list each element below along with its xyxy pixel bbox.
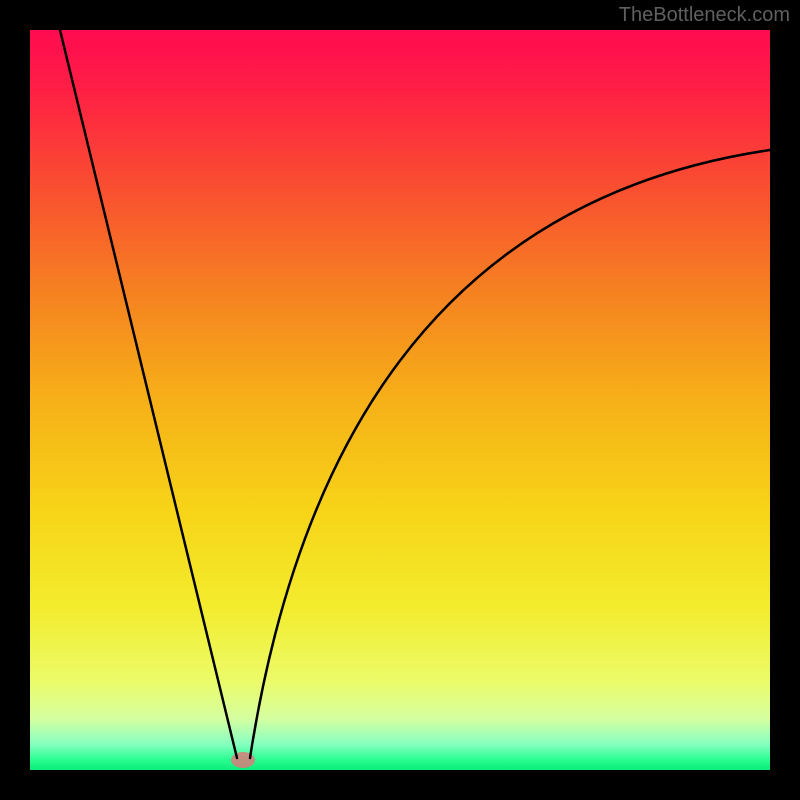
chart-background xyxy=(30,30,770,770)
chart-frame: TheBottleneck.com xyxy=(0,0,800,800)
bottleneck-chart xyxy=(0,0,800,800)
watermark-label: TheBottleneck.com xyxy=(619,4,790,27)
